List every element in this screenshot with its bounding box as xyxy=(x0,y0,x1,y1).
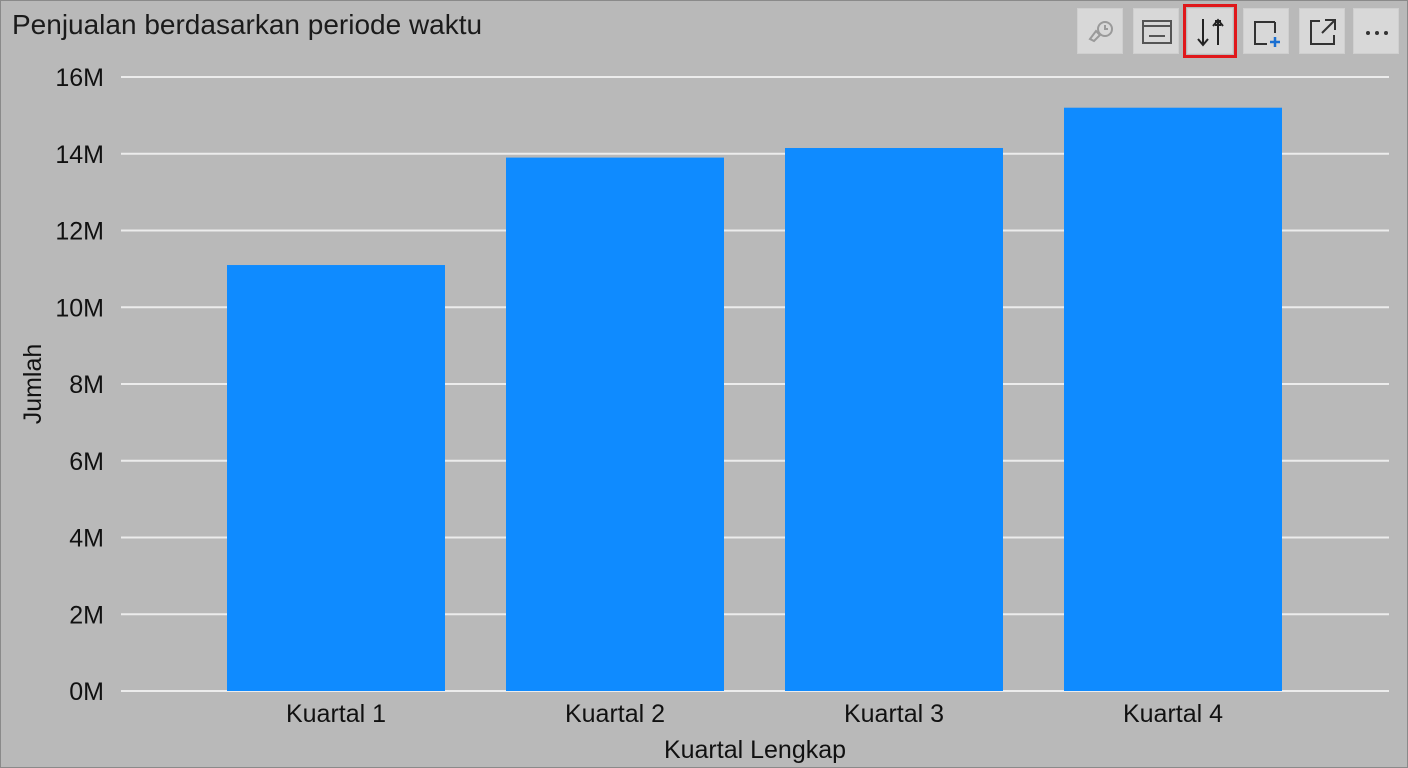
add-frame-icon xyxy=(1254,21,1280,47)
add-frame-button[interactable] xyxy=(1243,8,1289,54)
y-tick-label: 14M xyxy=(55,141,104,169)
bars xyxy=(227,107,1282,691)
y-tick-label: 2M xyxy=(69,601,104,629)
table-view-icon xyxy=(1142,20,1172,44)
x-tick-label: Kuartal 2 xyxy=(565,700,665,728)
y-tick-label: 16M xyxy=(55,64,104,92)
x-tick-label: Kuartal 1 xyxy=(286,700,386,728)
x-axis-ticks: Kuartal 1 Kuartal 2 Kuartal 3 Kuartal 4 xyxy=(286,700,1223,728)
y-tick-label: 0M xyxy=(69,678,104,706)
more-icon xyxy=(1366,31,1388,35)
more-options-button[interactable] xyxy=(1353,8,1399,54)
expand-icon xyxy=(1310,19,1336,45)
drill-up-button[interactable] xyxy=(1077,8,1123,54)
bar-kuartal-1[interactable] xyxy=(227,265,445,691)
bar-kuartal-2[interactable] xyxy=(506,157,724,691)
y-tick-label: 10M xyxy=(55,294,104,322)
y-tick-label: 12M xyxy=(55,218,104,246)
y-tick-label: 6M xyxy=(69,448,104,476)
y-tick-label: 4M xyxy=(69,525,104,553)
drill-icon xyxy=(1088,21,1113,43)
chart-title: Penjualan berdasarkan periode waktu xyxy=(12,9,483,40)
y-axis-ticks: 0M 2M 4M 6M 8M 10M 12M 14M 16M xyxy=(55,64,104,706)
y-axis-label: Jumlah xyxy=(19,344,47,425)
focus-mode-button[interactable] xyxy=(1299,8,1345,54)
y-tick-label: 8M xyxy=(69,371,104,399)
bar-kuartal-3[interactable] xyxy=(785,147,1003,691)
show-as-table-button[interactable] xyxy=(1133,8,1179,54)
sort-icon xyxy=(1197,18,1224,47)
x-axis-label: Kuartal Lengkap xyxy=(664,736,846,764)
sort-button[interactable] xyxy=(1183,4,1237,58)
x-tick-label: Kuartal 4 xyxy=(1123,700,1223,728)
x-tick-label: Kuartal 3 xyxy=(844,700,944,728)
bar-kuartal-4[interactable] xyxy=(1064,107,1282,691)
